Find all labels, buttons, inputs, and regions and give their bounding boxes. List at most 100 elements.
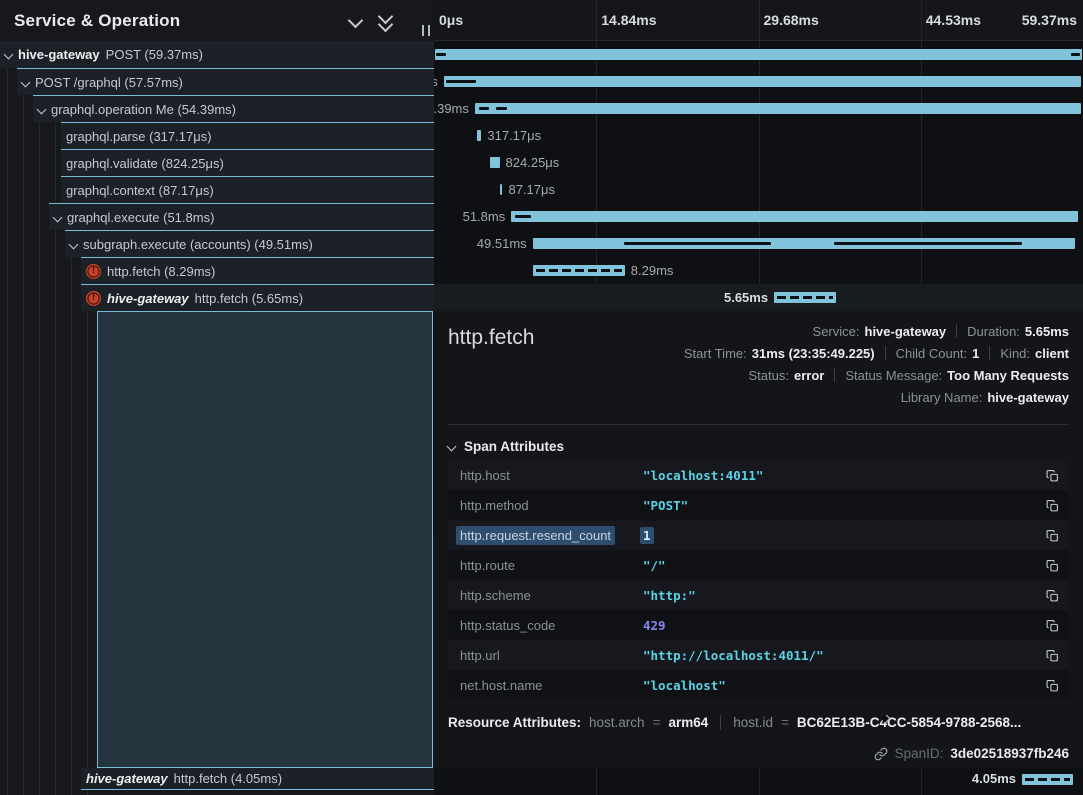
attribute-row[interactable]: http.host "localhost:4011"	[448, 461, 1069, 489]
span-tree-row[interactable]: graphql.context (87.17μs)	[0, 176, 434, 203]
span-bar[interactable]	[490, 157, 500, 168]
attribute-value: "http://localhost:4011/"	[643, 648, 824, 663]
attribute-row[interactable]: http.status_code429	[448, 611, 1069, 639]
span-bar[interactable]	[477, 130, 482, 141]
span-label: http.fetch (5.65ms)	[195, 291, 303, 306]
span-tree-row[interactable]: subgraph.execute (accounts) (49.51ms)	[0, 230, 434, 257]
span-tree-row[interactable]: !hive-gatewayhttp.fetch (5.65ms)	[0, 284, 434, 311]
span-row-box[interactable]: hive-gatewayPOST (59.37ms)	[0, 41, 434, 68]
span-row-box[interactable]: POST /graphql (57.57ms)	[17, 68, 434, 95]
span-attributes-header[interactable]: Span Attributes	[448, 439, 564, 454]
span-tree-row[interactable]: graphql.parse (317.17μs)	[0, 122, 434, 149]
child-span-marker	[624, 242, 771, 245]
span-duration-label: 317.17μs	[487, 128, 541, 143]
resource-key: host.id	[733, 715, 773, 730]
meta-label: Library Name:	[901, 390, 983, 405]
copy-icon	[1046, 679, 1059, 693]
span-tree-row[interactable]: graphql.validate (824.25μs)	[0, 149, 434, 176]
child-span-marker	[446, 80, 477, 83]
span-tree-row[interactable]: graphql.operation Me (54.39ms)	[0, 95, 434, 122]
copy-button[interactable]	[1043, 587, 1061, 605]
error-icon: !	[86, 264, 101, 279]
span-attributes-title: Span Attributes	[464, 439, 564, 454]
timeline-row: 54.39ms	[434, 95, 1083, 122]
attribute-row[interactable]: net.host.name"localhost"	[448, 671, 1069, 699]
attribute-key: http.url	[460, 648, 500, 663]
resource-attributes[interactable]: Resource Attributes: host.arch=arm64host…	[448, 715, 1069, 730]
span-label: graphql.context (87.17μs)	[66, 183, 214, 198]
divider	[448, 424, 1069, 425]
span-duration-label: 87.17μs	[508, 182, 555, 197]
chevron-down-icon[interactable]	[37, 104, 47, 114]
copy-icon	[1046, 559, 1059, 573]
attribute-key: http.request.resend_count	[456, 526, 615, 545]
copy-icon	[1046, 499, 1059, 513]
span-row-box[interactable]: ! http.fetch (8.29ms)	[81, 257, 434, 284]
attribute-row[interactable]: http.scheme"http:"	[448, 581, 1069, 609]
copy-button[interactable]	[1043, 677, 1061, 695]
span-row-box[interactable]: graphql.operation Me (54.39ms)	[33, 95, 434, 122]
double-chevron-down-icon[interactable]	[380, 11, 391, 30]
chevron-down-icon[interactable]	[348, 13, 364, 29]
span-label: graphql.execute (51.8ms)	[67, 210, 214, 225]
span-title: http.fetch	[448, 326, 534, 350]
copy-button[interactable]	[1043, 527, 1061, 545]
span-label: http.fetch (8.29ms)	[107, 264, 215, 279]
copy-button[interactable]	[1043, 497, 1061, 515]
span-bar[interactable]	[511, 211, 1078, 222]
copy-icon	[1046, 589, 1059, 603]
copy-button[interactable]	[1043, 617, 1061, 635]
span-bar[interactable]	[533, 265, 625, 276]
span-row-box[interactable]: graphql.parse (317.17μs)	[61, 122, 434, 149]
chevron-down-icon[interactable]	[69, 239, 79, 249]
service-name: hive-gateway	[18, 47, 100, 62]
chevron-down-icon[interactable]	[53, 212, 63, 222]
tree-pane-header: Service & Operation	[0, 0, 434, 41]
timeline-panel: 0μs14.84ms29.68ms44.53ms59.37ms 59.37ms5…	[434, 0, 1083, 795]
span-bar[interactable]	[774, 292, 836, 303]
timeline-row: 8.29ms	[434, 257, 1083, 284]
chevron-down-icon[interactable]	[21, 77, 31, 87]
meta-value: client	[1035, 346, 1069, 361]
attribute-key: http.host	[460, 468, 510, 483]
timeline-row: 5.65ms	[434, 284, 1083, 311]
resize-handle[interactable]	[422, 25, 430, 36]
span-row-box[interactable]: hive-gatewayhttp.fetch (4.05ms)	[81, 768, 434, 790]
span-bar[interactable]	[500, 184, 502, 195]
copy-button[interactable]	[1043, 647, 1061, 665]
ruler-tick: 0μs	[439, 12, 463, 28]
chevron-down-icon[interactable]	[4, 50, 14, 60]
attribute-row[interactable]: http.request.resend_count1	[448, 521, 1069, 549]
span-tree-row[interactable]: ! http.fetch (8.29ms)	[0, 257, 434, 284]
copy-button[interactable]	[1043, 467, 1061, 485]
span-attributes-table: http.host "localhost:4011" http.method"POS…	[448, 461, 1069, 701]
meta-label: Status:	[749, 368, 789, 383]
attribute-value: "localhost"	[643, 678, 726, 693]
child-span-marker	[1071, 53, 1079, 56]
attribute-row[interactable]: http.route"/"	[448, 551, 1069, 579]
span-row-box[interactable]: graphql.context (87.17μs)	[61, 176, 434, 203]
child-span-stripes	[536, 269, 622, 272]
error-glyph: !	[92, 293, 95, 303]
copy-icon	[1046, 649, 1059, 663]
span-row-box[interactable]: !hive-gatewayhttp.fetch (5.65ms)	[81, 284, 434, 311]
span-tree-row[interactable]: POST /graphql (57.57ms)	[0, 68, 434, 95]
span-tree-row[interactable]: graphql.execute (51.8ms)	[0, 203, 434, 230]
meta-value: hive-gateway	[987, 390, 1069, 405]
detail-meta-line: Service:hive-gatewayDuration:5.65ms	[813, 320, 1069, 342]
span-bar[interactable]	[435, 49, 1082, 60]
tree-toolbar	[350, 11, 410, 30]
attribute-value: "localhost:4011"	[643, 468, 763, 483]
span-row-box[interactable]: subgraph.execute (accounts) (49.51ms)	[65, 230, 434, 257]
span-tree-row[interactable]: hive-gatewayhttp.fetch (4.05ms)	[0, 768, 434, 790]
span-bar[interactable]	[475, 103, 1081, 114]
attribute-row[interactable]: http.url "http://localhost:4011/"	[448, 641, 1069, 669]
span-bar[interactable]	[1022, 774, 1073, 785]
span-row-box[interactable]: graphql.execute (51.8ms)	[49, 203, 434, 230]
copy-button[interactable]	[1043, 557, 1061, 575]
span-row-box[interactable]: graphql.validate (824.25μs)	[61, 149, 434, 176]
span-tree-row[interactable]: hive-gatewayPOST (59.37ms)	[0, 41, 434, 68]
span-bar[interactable]	[444, 76, 1081, 87]
attribute-row[interactable]: http.method"POST"	[448, 491, 1069, 519]
copy-icon	[1046, 619, 1059, 633]
